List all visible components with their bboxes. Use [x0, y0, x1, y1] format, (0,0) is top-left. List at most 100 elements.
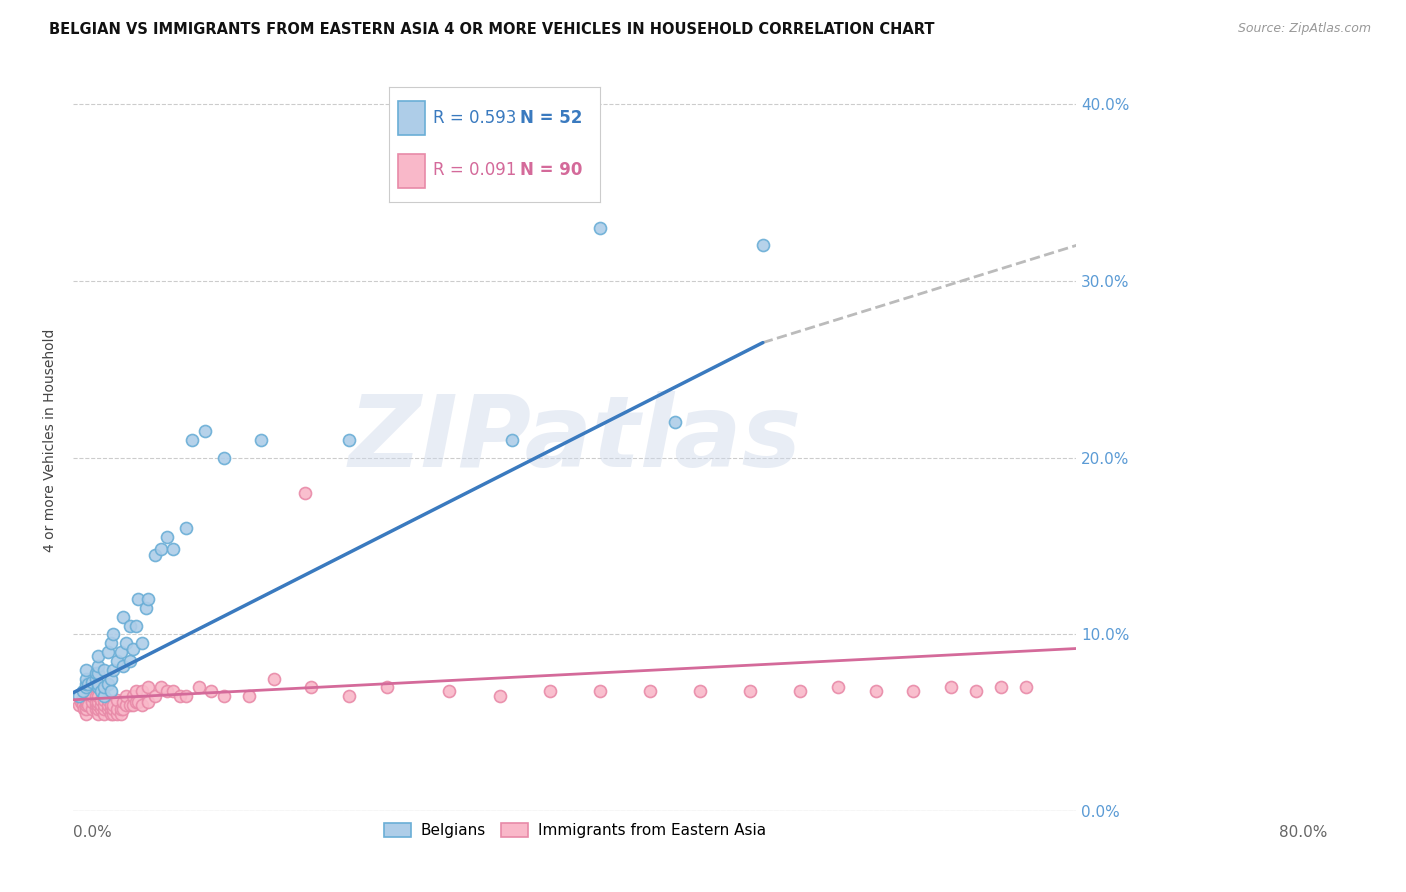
Point — [100, 672, 122, 686]
Point — [93, 706, 115, 721]
Point — [84, 666, 107, 681]
Point — [87, 677, 110, 691]
Point — [488, 690, 510, 704]
Point — [80, 694, 103, 708]
Point — [87, 659, 110, 673]
Point — [103, 701, 125, 715]
Point — [110, 645, 132, 659]
Point — [75, 684, 97, 698]
Point — [439, 684, 461, 698]
Point — [789, 684, 811, 698]
Point — [127, 694, 149, 708]
Point — [87, 701, 110, 715]
Point — [97, 677, 120, 691]
Point — [162, 542, 184, 557]
Point — [93, 698, 115, 712]
Point — [75, 672, 97, 686]
Point — [75, 677, 97, 691]
Point — [97, 645, 120, 659]
Point — [1015, 681, 1038, 695]
Point — [127, 592, 149, 607]
Point — [664, 415, 686, 429]
Point — [114, 698, 136, 712]
Point — [143, 690, 166, 704]
Point — [87, 681, 110, 695]
Point — [865, 684, 887, 698]
Point — [90, 684, 112, 698]
Point — [103, 698, 125, 712]
Point — [75, 698, 97, 712]
Point — [72, 684, 94, 698]
Point — [97, 693, 120, 707]
Point — [105, 654, 128, 668]
Point — [149, 681, 172, 695]
Point — [87, 690, 110, 704]
Point — [97, 701, 120, 715]
Point — [538, 684, 561, 698]
Point — [105, 701, 128, 715]
Point — [965, 684, 987, 698]
Point — [138, 694, 160, 708]
Point — [93, 693, 115, 707]
Point — [903, 684, 925, 698]
Point — [194, 424, 217, 438]
Point — [110, 701, 132, 715]
Point — [212, 690, 235, 704]
Point — [90, 698, 112, 712]
Point — [87, 694, 110, 708]
Point — [740, 684, 762, 698]
Point — [122, 698, 145, 712]
Point — [87, 698, 110, 712]
Point — [752, 238, 775, 252]
Point — [75, 681, 97, 695]
Point — [125, 684, 148, 698]
Point — [75, 663, 97, 677]
Point — [589, 684, 612, 698]
Point — [93, 690, 115, 704]
Point — [75, 694, 97, 708]
Point — [131, 684, 153, 698]
Point — [67, 698, 90, 712]
Point — [80, 701, 103, 715]
Point — [689, 684, 711, 698]
Point — [93, 663, 115, 677]
Point — [131, 636, 153, 650]
Point — [87, 648, 110, 663]
Point — [135, 600, 157, 615]
Point — [100, 636, 122, 650]
Point — [156, 530, 179, 544]
Point — [263, 672, 285, 686]
Point — [90, 693, 112, 707]
Point — [169, 690, 191, 704]
Point — [990, 681, 1012, 695]
Text: 80.0%: 80.0% — [1279, 824, 1327, 839]
Point — [125, 694, 148, 708]
Point — [238, 690, 260, 704]
Point — [162, 684, 184, 698]
Point — [114, 636, 136, 650]
Point — [105, 693, 128, 707]
Point — [337, 433, 360, 447]
Point — [84, 690, 107, 704]
Point — [84, 701, 107, 715]
Point — [174, 690, 197, 704]
Point — [143, 548, 166, 562]
Text: Source: ZipAtlas.com: Source: ZipAtlas.com — [1237, 22, 1371, 36]
Point — [100, 701, 122, 715]
Point — [87, 666, 110, 681]
Point — [77, 677, 100, 691]
Point — [90, 701, 112, 715]
Point — [84, 698, 107, 712]
Point — [156, 684, 179, 698]
Point — [138, 592, 160, 607]
Point — [112, 694, 135, 708]
Point — [73, 701, 96, 715]
Point — [827, 681, 849, 695]
Point — [212, 450, 235, 465]
Point — [70, 693, 93, 707]
Point — [337, 690, 360, 704]
Point — [110, 706, 132, 721]
Legend: Belgians, Immigrants from Eastern Asia: Belgians, Immigrants from Eastern Asia — [378, 817, 772, 845]
Point — [84, 672, 107, 686]
Point — [187, 681, 209, 695]
